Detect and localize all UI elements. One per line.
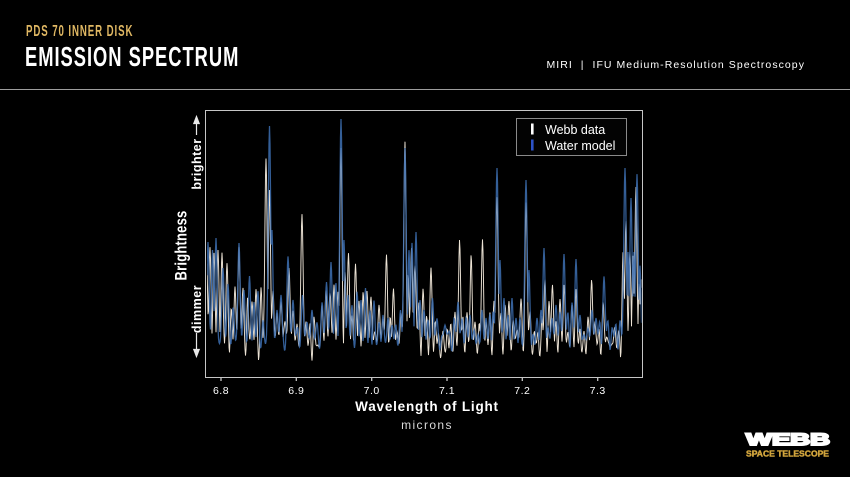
svg-text:SPACE TELESCOPE: SPACE TELESCOPE bbox=[746, 449, 829, 459]
svg-text:WEBB: WEBB bbox=[746, 430, 830, 449]
